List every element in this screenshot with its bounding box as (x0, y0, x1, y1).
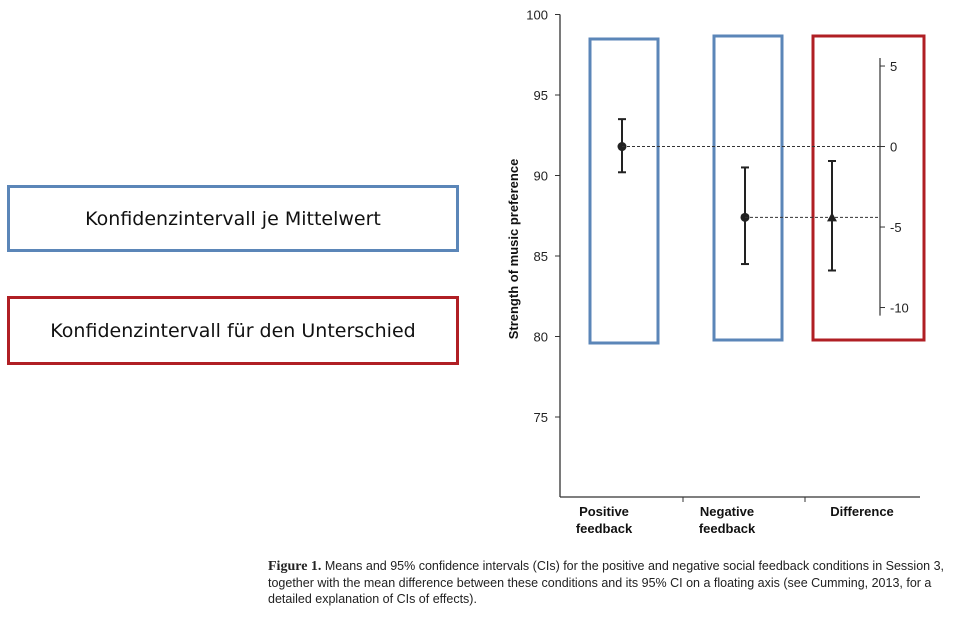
y-tick-label: 90 (534, 169, 548, 184)
x-category-label: feedback (699, 521, 756, 536)
y-tick-label: 75 (534, 410, 548, 425)
figure-caption-text: Means and 95% confidence intervals (CIs)… (268, 559, 944, 606)
x-category-label: feedback (576, 521, 633, 536)
mean-point-difference (827, 212, 837, 222)
x-category-label: Positive (579, 504, 629, 519)
difference-axis-tick-label: -10 (890, 301, 909, 316)
y-tick-label: 100 (526, 8, 548, 23)
callout-ci-per-mean: Konfidenzintervall je Mittelwert (7, 185, 459, 252)
y-axis-label: Strength of music preference (506, 159, 521, 340)
y-tick-label: 95 (534, 88, 548, 103)
difference-axis-tick-label: -5 (890, 220, 902, 235)
highlight-box-difference (811, 34, 926, 342)
y-tick-label: 80 (534, 330, 548, 345)
callout-ci-difference-label: Konfidenzintervall für den Unterschied (50, 319, 416, 342)
difference-axis-tick-label: 0 (890, 140, 897, 155)
chart: 75 80 85 90 95 100 Strength of music preferenc… (506, 8, 926, 536)
difference-axis-tick-label: 5 (890, 59, 897, 74)
highlight-box-negative (712, 34, 784, 342)
highlight-box-positive (588, 37, 660, 345)
callout-ci-per-mean-label: Konfidenzintervall je Mittelwert (85, 207, 381, 230)
y-tick-label: 85 (534, 249, 548, 264)
figure-caption: Figure 1. Means and 95% confidence inter… (268, 558, 968, 607)
x-category-label: Negative (700, 504, 754, 519)
callout-ci-difference: Konfidenzintervall für den Unterschied (7, 296, 459, 365)
x-category-label: Difference (830, 504, 894, 519)
figure-caption-label: Figure 1. (268, 559, 322, 574)
